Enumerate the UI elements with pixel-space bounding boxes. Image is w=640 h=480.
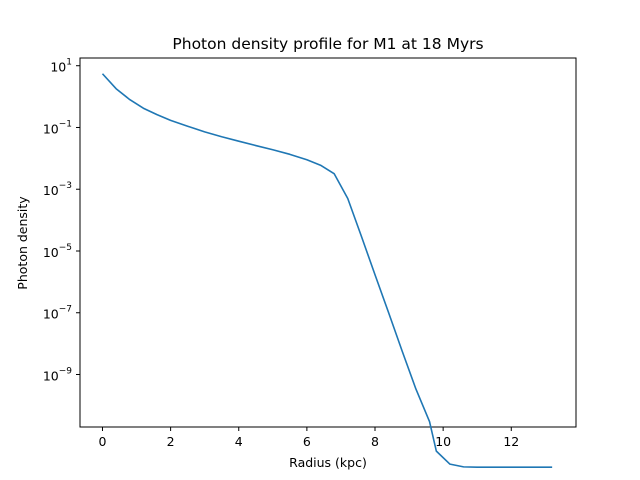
x-tick-label: 6 [303, 434, 311, 449]
y-tick-label: 10−1 [43, 119, 72, 136]
y-tick-exponent: −5 [59, 243, 72, 253]
x-tick-label: 4 [235, 434, 243, 449]
series-line [101, 73, 553, 468]
y-tick-exponent: −1 [59, 119, 72, 129]
y-tick-base: 10 [50, 60, 66, 75]
y-tick-exponent: −7 [59, 305, 72, 315]
x-tick-label: 2 [167, 434, 175, 449]
x-axis-ticks: 0 2 4 6 8 10 12 [99, 427, 519, 449]
y-tick-label: 10−3 [43, 181, 72, 198]
x-tick-label: 0 [99, 434, 107, 449]
x-tick-label: 8 [371, 434, 379, 449]
y-tick-label: 10−9 [43, 367, 72, 384]
x-tick-label: 12 [503, 434, 519, 449]
y-tick-label: 101 [50, 58, 72, 75]
series-layer [101, 73, 553, 468]
x-axis-label: Radius (kpc) [289, 455, 367, 470]
y-tick-base: 10 [43, 183, 59, 198]
axes-frame [79, 57, 577, 428]
y-tick-base: 10 [43, 121, 59, 136]
y-tick-label: 10−7 [43, 305, 72, 322]
y-tick-label: 10−5 [43, 243, 72, 260]
y-tick-exponent: −3 [59, 181, 72, 191]
y-tick-base: 10 [43, 245, 59, 260]
y-tick-base: 10 [43, 307, 59, 322]
y-tick-base: 10 [43, 369, 59, 384]
x-tick-label: 10 [435, 434, 451, 449]
y-tick-exponent: 1 [66, 58, 72, 68]
chart-title: Photon density profile for M1 at 18 Myrs [172, 35, 483, 53]
y-tick-exponent: −9 [59, 367, 73, 377]
y-axis-label: Photon density [15, 196, 30, 290]
